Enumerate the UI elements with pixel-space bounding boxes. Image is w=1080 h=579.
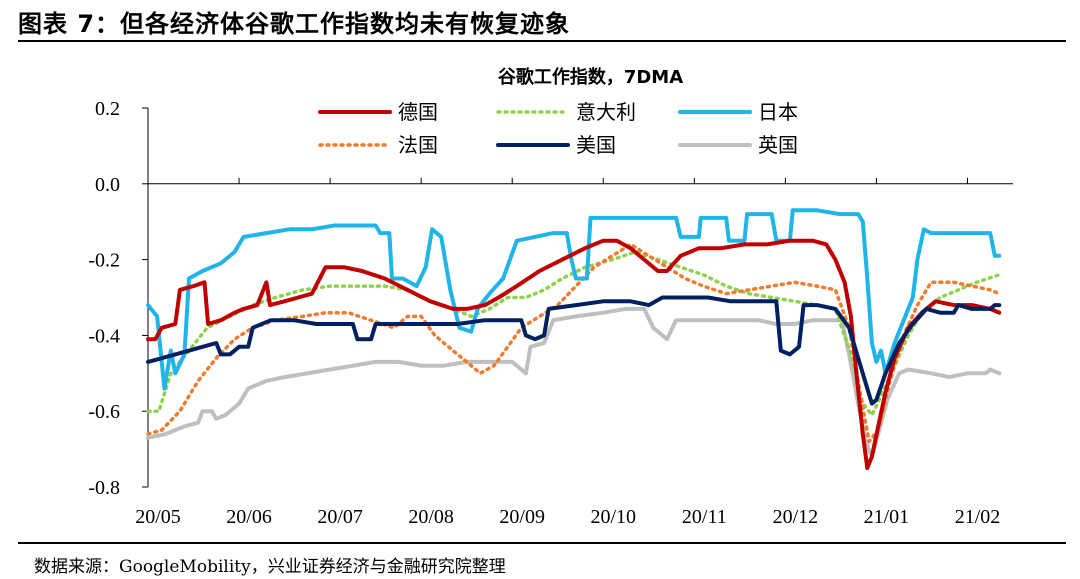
x-tick-label: 21/01 [864,506,910,528]
title-rule [18,40,1066,42]
legend-label-法国: 法国 [398,133,438,157]
legend-label-意大利: 意大利 [576,100,636,124]
y-tick-label: -0.2 [88,250,120,272]
x-tick-label: 21/02 [955,506,1001,528]
chart-axes: 0.2 0.0 -0.2 -0.4 -0.6 -0.8 20/05 20/06 20/07 20/… [88,98,1013,528]
series-line-美国 [146,295,1002,406]
series-line-日本 [146,208,1002,391]
legend-label-美国: 美国 [576,133,616,157]
figure-title: 图表 7：但各经济体谷歌工作指数均未有恢复迹象 [18,10,571,38]
source-note: 数据来源：GoogleMobility，兴业证券经济与金融研究院整理 [34,557,506,577]
chart-title: 谷歌工作指数，7DMA [498,66,683,88]
chart-series-lines [146,208,1002,470]
source-rule [18,542,1066,544]
legend-label-德国: 德国 [398,100,438,124]
x-tick-label: 20/05 [135,506,181,528]
y-tick-label: -0.8 [88,477,120,499]
x-tick-label: 20/11 [682,506,727,528]
series-line-德国 [146,238,1002,470]
y-tick-label: -0.6 [88,401,120,423]
x-tick-label: 20/09 [499,506,545,528]
x-tick-label: 20/10 [590,506,636,528]
legend-label-英国: 英国 [758,133,798,157]
legend-label-日本: 日本 [758,100,798,124]
x-tick-label: 20/08 [408,506,454,528]
y-tick-label: 0.2 [95,98,120,120]
y-tick-label: 0.0 [95,174,120,196]
y-tick-label: -0.4 [88,325,120,347]
x-tick-label: 20/12 [773,506,819,528]
x-tick-label: 20/06 [226,506,272,528]
x-tick-label: 20/07 [317,506,363,528]
